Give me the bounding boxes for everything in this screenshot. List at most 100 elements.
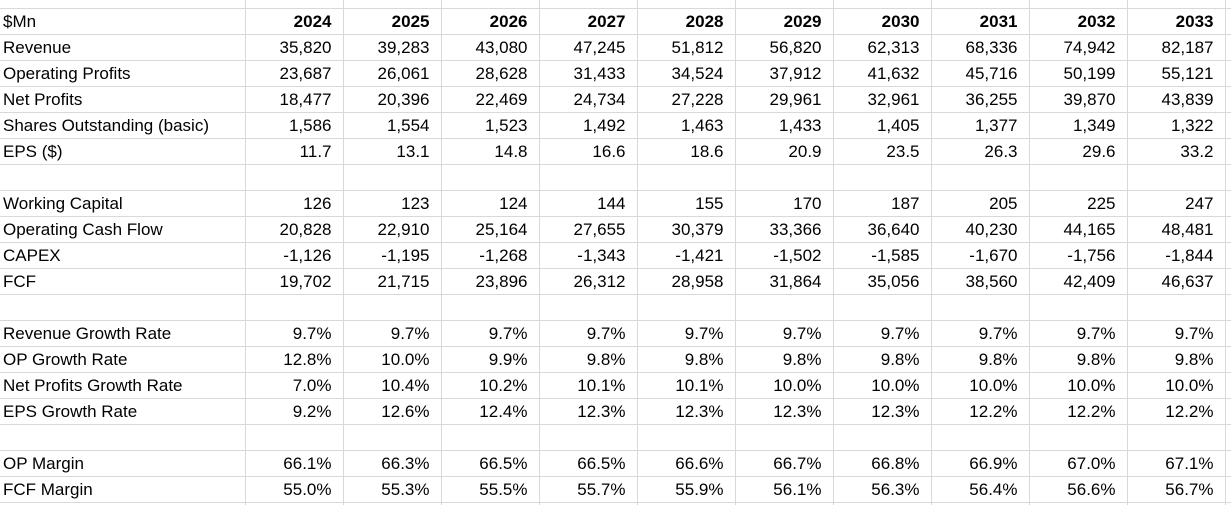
value-cell[interactable]: 51,812 <box>637 34 736 61</box>
value-cell[interactable]: 55.5% <box>441 476 540 503</box>
blank-cell[interactable] <box>539 294 638 321</box>
value-cell[interactable]: 66.6% <box>637 450 736 477</box>
value-cell[interactable]: 22,469 <box>441 86 540 113</box>
value-cell[interactable]: 56.1% <box>735 476 834 503</box>
blank-cell[interactable] <box>1029 424 1128 451</box>
value-cell[interactable]: -1,502 <box>735 242 834 269</box>
value-cell[interactable]: 27,655 <box>539 216 638 243</box>
value-cell[interactable]: 26,061 <box>343 60 442 87</box>
value-cell[interactable]: 66.9% <box>931 450 1030 477</box>
year-header-cell[interactable]: 2032 <box>1029 8 1128 35</box>
blank-cell[interactable] <box>735 424 834 451</box>
value-cell[interactable]: 55.0% <box>245 476 344 503</box>
value-cell[interactable]: -1,585 <box>833 242 932 269</box>
value-cell[interactable]: 1,405 <box>833 112 932 139</box>
value-cell[interactable]: 9.8% <box>1029 346 1128 373</box>
value-cell[interactable]: 12.4% <box>441 398 540 425</box>
value-cell[interactable]: 20,828 <box>245 216 344 243</box>
value-cell[interactable]: 1,349 <box>1029 112 1128 139</box>
blank-cell[interactable] <box>1029 294 1128 321</box>
blank-cell[interactable] <box>735 294 834 321</box>
value-cell[interactable]: 9.7% <box>343 320 442 347</box>
value-cell[interactable]: 10.0% <box>735 372 834 399</box>
row-label-cell[interactable]: OP Margin <box>0 450 246 477</box>
blank-cell[interactable] <box>441 294 540 321</box>
value-cell[interactable]: 10.0% <box>343 346 442 373</box>
year-header-cell[interactable]: 2033 <box>1127 8 1226 35</box>
value-cell[interactable]: 187 <box>833 190 932 217</box>
value-cell[interactable]: 43,839 <box>1127 86 1226 113</box>
row-label-cell[interactable]: EPS Growth Rate <box>0 398 246 425</box>
value-cell[interactable]: 67.1% <box>1127 450 1226 477</box>
value-cell[interactable]: 205 <box>931 190 1030 217</box>
blank-cell[interactable] <box>343 164 442 191</box>
year-header-cell[interactable]: 2024 <box>245 8 344 35</box>
blank-cell[interactable] <box>343 294 442 321</box>
value-cell[interactable]: 55,121 <box>1127 60 1226 87</box>
value-cell[interactable]: 68,336 <box>931 34 1030 61</box>
value-cell[interactable]: 18,477 <box>245 86 344 113</box>
value-cell[interactable]: 10.2% <box>441 372 540 399</box>
value-cell[interactable]: -1,268 <box>441 242 540 269</box>
value-cell[interactable]: 9.2% <box>245 398 344 425</box>
value-cell[interactable]: 9.7% <box>245 320 344 347</box>
value-cell[interactable]: 1,523 <box>441 112 540 139</box>
value-cell[interactable]: 74,942 <box>1029 34 1128 61</box>
value-cell[interactable]: -1,756 <box>1029 242 1128 269</box>
blank-cell[interactable] <box>539 164 638 191</box>
value-cell[interactable]: 14.8 <box>441 138 540 165</box>
value-cell[interactable]: 10.0% <box>1029 372 1128 399</box>
value-cell[interactable]: 20.9 <box>735 138 834 165</box>
blank-cell[interactable] <box>343 424 442 451</box>
value-cell[interactable]: 1,322 <box>1127 112 1226 139</box>
value-cell[interactable]: 1,433 <box>735 112 834 139</box>
blank-cell[interactable] <box>1127 294 1226 321</box>
blank-label-cell[interactable] <box>0 294 246 321</box>
value-cell[interactable]: 33,366 <box>735 216 834 243</box>
row-label-cell[interactable]: Net Profits Growth Rate <box>0 372 246 399</box>
value-cell[interactable]: 9.7% <box>637 320 736 347</box>
blank-cell[interactable] <box>637 164 736 191</box>
value-cell[interactable]: 22,910 <box>343 216 442 243</box>
value-cell[interactable]: 9.8% <box>735 346 834 373</box>
value-cell[interactable]: 10.1% <box>637 372 736 399</box>
row-label-cell[interactable]: CAPEX <box>0 242 246 269</box>
value-cell[interactable]: 1,463 <box>637 112 736 139</box>
blank-cell[interactable] <box>931 294 1030 321</box>
value-cell[interactable]: 23.5 <box>833 138 932 165</box>
value-cell[interactable]: 1,586 <box>245 112 344 139</box>
value-cell[interactable]: 9.8% <box>931 346 1030 373</box>
value-cell[interactable]: 66.1% <box>245 450 344 477</box>
value-cell[interactable]: 9.8% <box>637 346 736 373</box>
value-cell[interactable]: 126 <box>245 190 344 217</box>
value-cell[interactable]: 62,313 <box>833 34 932 61</box>
value-cell[interactable]: 9.7% <box>833 320 932 347</box>
value-cell[interactable]: -1,343 <box>539 242 638 269</box>
value-cell[interactable]: 50,199 <box>1029 60 1128 87</box>
value-cell[interactable]: 25,164 <box>441 216 540 243</box>
value-cell[interactable]: 11.7 <box>245 138 344 165</box>
row-label-cell[interactable]: EPS ($) <box>0 138 246 165</box>
value-cell[interactable]: 16.6 <box>539 138 638 165</box>
value-cell[interactable]: 26.3 <box>931 138 1030 165</box>
value-cell[interactable]: 9.7% <box>441 320 540 347</box>
value-cell[interactable]: 36,640 <box>833 216 932 243</box>
value-cell[interactable]: 42,409 <box>1029 268 1128 295</box>
value-cell[interactable]: 19,702 <box>245 268 344 295</box>
value-cell[interactable]: 39,283 <box>343 34 442 61</box>
value-cell[interactable]: 28,958 <box>637 268 736 295</box>
value-cell[interactable]: 24,734 <box>539 86 638 113</box>
value-cell[interactable]: 30,379 <box>637 216 736 243</box>
value-cell[interactable]: 10.4% <box>343 372 442 399</box>
value-cell[interactable]: 66.5% <box>441 450 540 477</box>
year-header-cell[interactable]: 2026 <box>441 8 540 35</box>
value-cell[interactable]: 20,396 <box>343 86 442 113</box>
value-cell[interactable]: 32,961 <box>833 86 932 113</box>
value-cell[interactable]: 9.8% <box>1127 346 1226 373</box>
value-cell[interactable]: 13.1 <box>343 138 442 165</box>
value-cell[interactable]: 27,228 <box>637 86 736 113</box>
value-cell[interactable]: 44,165 <box>1029 216 1128 243</box>
value-cell[interactable]: 36,255 <box>931 86 1030 113</box>
year-header-cell[interactable]: 2031 <box>931 8 1030 35</box>
value-cell[interactable]: 55.3% <box>343 476 442 503</box>
